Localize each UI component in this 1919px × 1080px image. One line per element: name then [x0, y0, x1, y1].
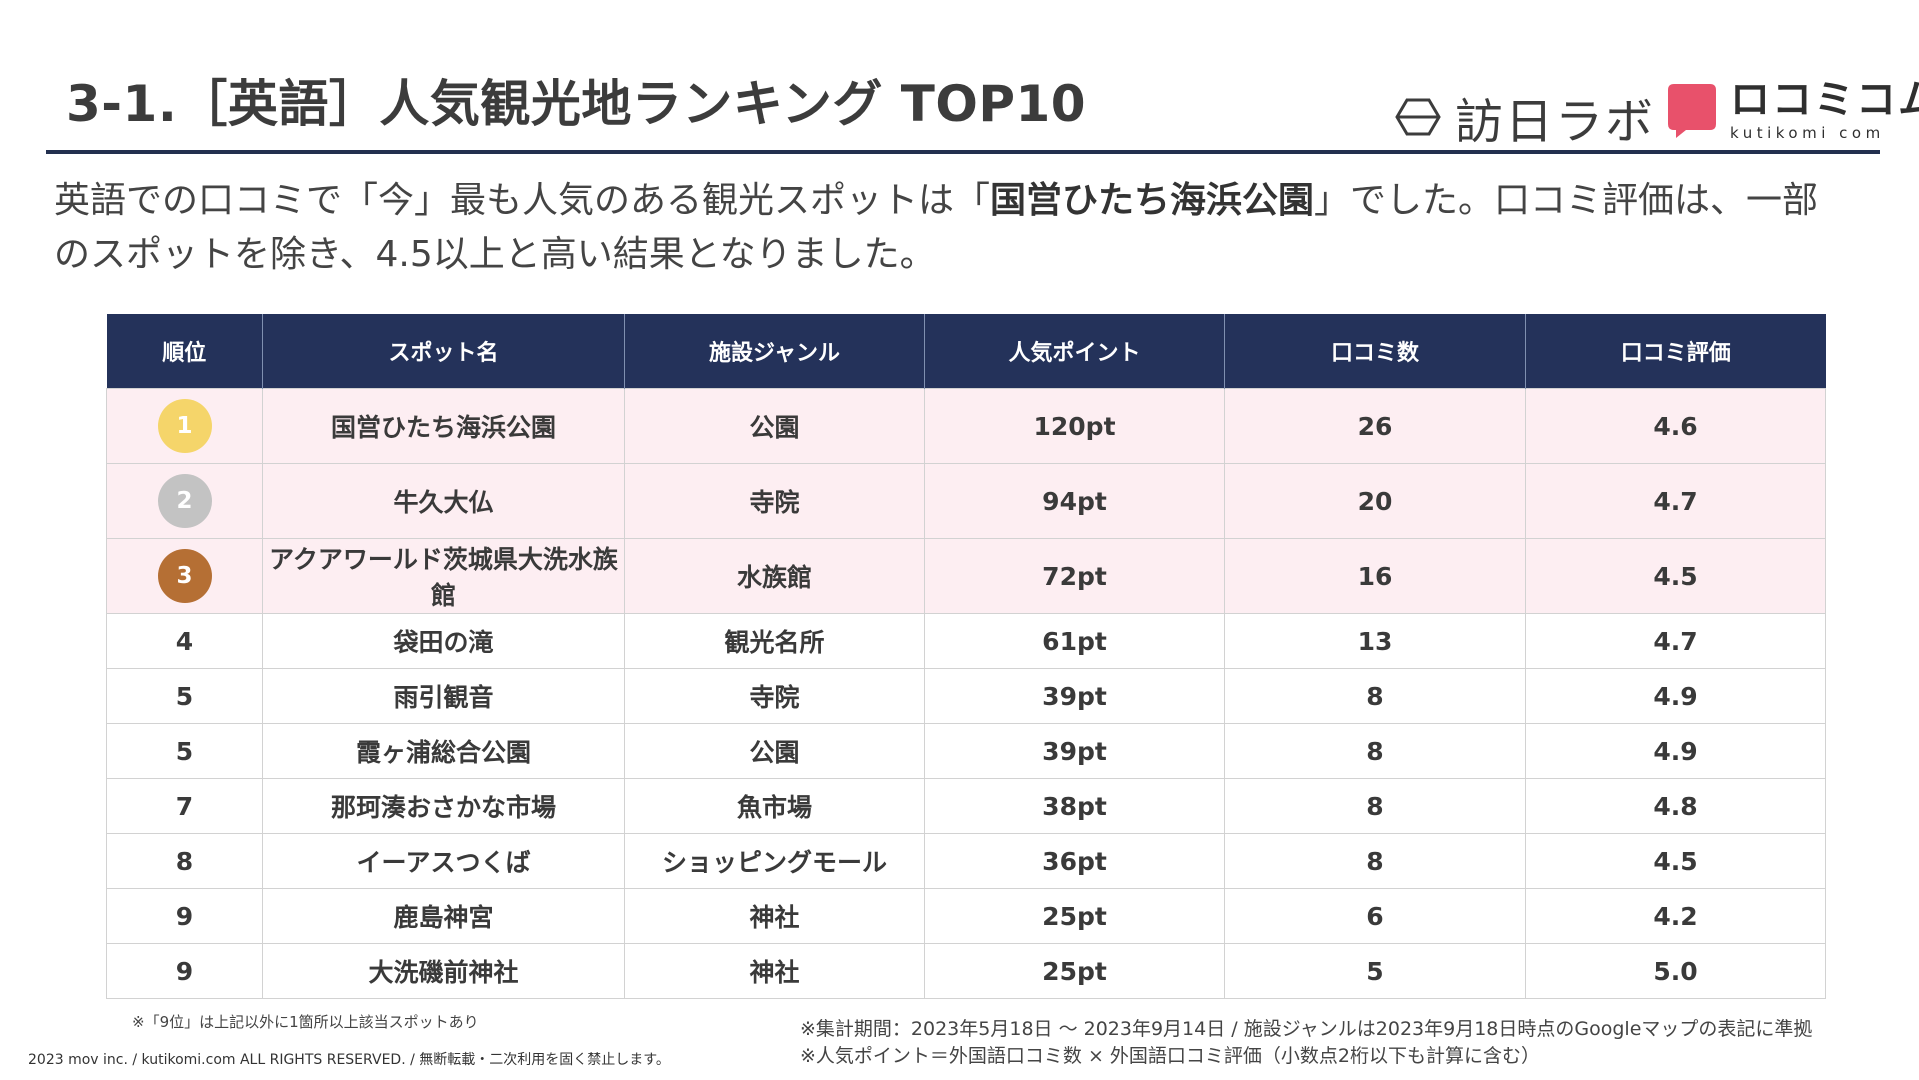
table-row: 7 那珂湊おさかな市場 魚市場 38pt 8 4.8 — [106, 778, 1826, 834]
page-title: 3-1.［英語］人気観光地ランキング TOP10 — [66, 75, 1087, 133]
rank-cell: 7 — [106, 778, 263, 834]
spot-name-cell: 牛久大仏 — [262, 463, 625, 539]
rating-cell: 4.9 — [1525, 668, 1826, 724]
spot-name-cell: 国営ひたち海浜公園 — [262, 388, 625, 464]
period-footnote: ※集計期間：2023年5月18日 〜 2023年9月14日 / 施設ジャンルは2… — [800, 1018, 1813, 1040]
review-count-cell: 16 — [1224, 538, 1526, 614]
rating-cell: 4.8 — [1525, 778, 1826, 834]
review-count-cell: 8 — [1224, 833, 1526, 889]
header-review-count: 口コミ数 — [1224, 314, 1526, 389]
rank-cell: 1 — [106, 388, 263, 464]
rank-cell: 5 — [106, 723, 263, 779]
spot-name-cell: 袋田の滝 — [262, 613, 625, 669]
speech-bubble-logo-icon — [1668, 83, 1716, 138]
rating-cell: 4.5 — [1525, 833, 1826, 889]
review-count-cell: 13 — [1224, 613, 1526, 669]
rating-cell: 4.6 — [1525, 388, 1826, 464]
rating-cell: 4.2 — [1525, 888, 1826, 944]
spot-name-cell: 大洗磯前神社 — [262, 943, 625, 999]
genre-cell: ショッピングモール — [624, 833, 925, 889]
lead-text-part2: 」でした。口コミ評価は、一部のスポットを除き、4.5以上と高い結果となりました。 — [54, 180, 1819, 275]
review-count-cell: 8 — [1224, 723, 1526, 779]
gold-medal-icon: 1 — [157, 399, 212, 453]
houjin-labo-logo-text: 訪日ラボ — [1455, 94, 1656, 150]
table-header-row: 順位 スポット名 施設ジャンル 人気ポイント 口コミ数 口コミ評価 — [106, 314, 1826, 389]
points-cell: 39pt — [924, 723, 1225, 779]
spot-name-cell: 霞ヶ浦総合公園 — [262, 723, 625, 779]
review-count-cell: 8 — [1224, 668, 1526, 724]
genre-cell: 公園 — [624, 723, 925, 779]
table-row: 9 大洗磯前神社 神社 25pt 5 5.0 — [106, 943, 1826, 999]
review-count-cell: 5 — [1224, 943, 1526, 999]
review-count-cell: 26 — [1224, 388, 1526, 464]
table-row: 2 牛久大仏 寺院 94pt 20 4.7 — [106, 463, 1826, 539]
rating-cell: 4.9 — [1525, 723, 1826, 779]
header-rank: 順位 — [106, 314, 263, 389]
rank-cell: 5 — [106, 668, 263, 724]
points-cell: 39pt — [924, 668, 1225, 724]
rating-cell: 4.7 — [1525, 463, 1826, 539]
rank-cell: 3 — [106, 538, 263, 614]
ranking-table: 順位 スポット名 施設ジャンル 人気ポイント 口コミ数 口コミ評価 1 国営ひた… — [106, 314, 1826, 999]
rating-cell: 4.5 — [1525, 538, 1826, 614]
review-count-cell: 6 — [1224, 888, 1526, 944]
rank-cell: 9 — [106, 943, 263, 999]
hexagon-logo-icon — [1395, 98, 1441, 136]
genre-cell: 公園 — [624, 388, 925, 464]
kutikomi-logo-text: ロコミコム — [1730, 77, 1919, 123]
spot-name-cell: イーアスつくば — [262, 833, 625, 889]
rank-cell: 2 — [106, 463, 263, 539]
table-row: 1 国営ひたち海浜公園 公園 120pt 26 4.6 — [106, 388, 1826, 464]
header-points: 人気ポイント — [924, 314, 1225, 389]
genre-cell: 寺院 — [624, 463, 925, 539]
points-formula-footnote: ※人気ポイント＝外国語口コミ数 × 外国語口コミ評価（小数点2桁以下も計算に含む… — [800, 1045, 1541, 1067]
points-cell: 36pt — [924, 833, 1225, 889]
spot-name-cell: 雨引観音 — [262, 668, 625, 724]
copyright-text: 2023 mov inc. / kutikomi.com ALL RIGHTS … — [28, 1052, 670, 1068]
points-cell: 38pt — [924, 778, 1225, 834]
table-row: 9 鹿島神宮 神社 25pt 6 4.2 — [106, 888, 1826, 944]
points-cell: 61pt — [924, 613, 1225, 669]
table-row: 5 霞ヶ浦総合公園 公園 39pt 8 4.9 — [106, 723, 1826, 779]
header-rating: 口コミ評価 — [1525, 314, 1826, 389]
table-row: 3 アクアワールド茨城県大洗水族館 水族館 72pt 16 4.5 — [106, 538, 1826, 614]
genre-cell: 魚市場 — [624, 778, 925, 834]
kutikomi-logo-subtext: kutikomi com — [1730, 124, 1885, 142]
rank-footnote: ※「9位」は上記以外に1箇所以上該当スポットあり — [132, 1013, 479, 1031]
rank-cell: 8 — [106, 833, 263, 889]
genre-cell: 神社 — [624, 943, 925, 999]
kutikomi-logo: ロコミコム kutikomi com — [1668, 80, 1919, 141]
table-row: 8 イーアスつくば ショッピングモール 36pt 8 4.5 — [106, 833, 1826, 889]
method-notes: ※集計期間：2023年5月18日 〜 2023年9月14日 / 施設ジャンルは2… — [800, 1016, 1812, 1070]
title-divider — [46, 150, 1880, 154]
header-spot-name: スポット名 — [262, 314, 625, 389]
rank-cell: 4 — [106, 613, 263, 669]
genre-cell: 観光名所 — [624, 613, 925, 669]
lead-highlight-spot: 国営ひたち海浜公園 — [990, 180, 1315, 221]
table-row: 4 袋田の滝 観光名所 61pt 13 4.7 — [106, 613, 1826, 669]
points-cell: 94pt — [924, 463, 1225, 539]
spot-name-cell: 那珂湊おさかな市場 — [262, 778, 625, 834]
bronze-medal-icon: 3 — [157, 549, 212, 603]
points-cell: 120pt — [924, 388, 1225, 464]
genre-cell: 寺院 — [624, 668, 925, 724]
rank-cell: 9 — [106, 888, 263, 944]
points-cell: 25pt — [924, 888, 1225, 944]
rating-cell: 5.0 — [1525, 943, 1826, 999]
header-genre: 施設ジャンル — [624, 314, 925, 389]
lead-text-part1: 英語での口コミで「今」最も人気のある観光スポットは「 — [54, 180, 991, 221]
table-row: 5 雨引観音 寺院 39pt 8 4.9 — [106, 668, 1826, 724]
houjin-labo-logo: 訪日ラボ — [1395, 82, 1655, 152]
spot-name-cell: アクアワールド茨城県大洗水族館 — [262, 538, 625, 614]
rating-cell: 4.7 — [1525, 613, 1826, 669]
spot-name-cell: 鹿島神宮 — [262, 888, 625, 944]
review-count-cell: 8 — [1224, 778, 1526, 834]
points-cell: 25pt — [924, 943, 1225, 999]
genre-cell: 水族館 — [624, 538, 925, 614]
silver-medal-icon: 2 — [157, 474, 212, 528]
genre-cell: 神社 — [624, 888, 925, 944]
lead-paragraph: 英語での口コミで「今」最も人気のある観光スポットは「国営ひたち海浜公園」でした。… — [54, 174, 1834, 282]
points-cell: 72pt — [924, 538, 1225, 614]
review-count-cell: 20 — [1224, 463, 1526, 539]
